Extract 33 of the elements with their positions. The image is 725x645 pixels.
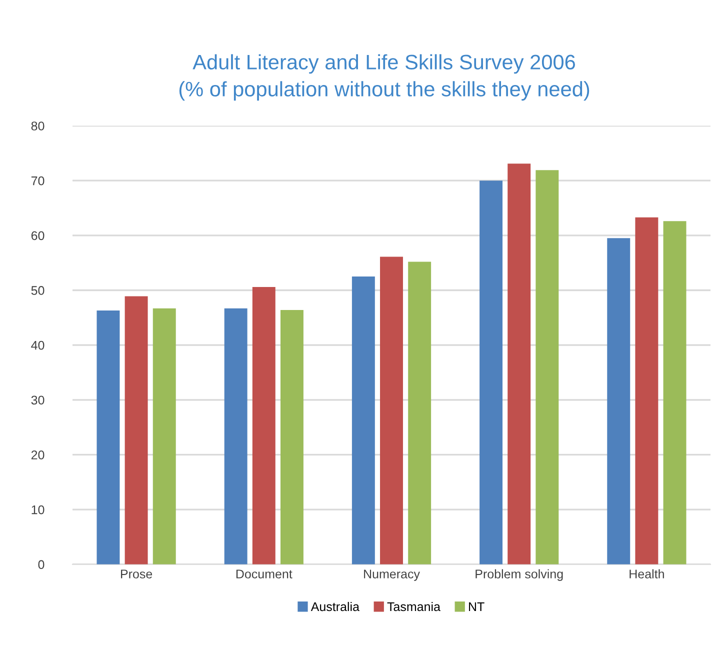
bar bbox=[536, 170, 559, 564]
bar bbox=[635, 217, 658, 564]
bar bbox=[252, 286, 276, 564]
bar bbox=[480, 180, 503, 564]
y-tick-label: 20 bbox=[31, 450, 44, 460]
x-tick-label: Document bbox=[236, 570, 292, 578]
y-tick-label: 10 bbox=[32, 505, 44, 514]
bar bbox=[352, 276, 375, 564]
y-tick-label: 40 bbox=[31, 340, 44, 350]
x-tick-label: Problem solving bbox=[476, 569, 563, 581]
y-tick-label: 30 bbox=[31, 396, 44, 405]
legend-label: Australia bbox=[310, 602, 360, 612]
x-tick-label: Health bbox=[630, 569, 664, 578]
y-tick-label: 70 bbox=[31, 176, 44, 186]
bar bbox=[96, 310, 120, 564]
bar bbox=[408, 262, 432, 564]
y-tick-label: 0 bbox=[38, 560, 44, 570]
bar bbox=[224, 308, 248, 564]
chart-title: Adult Literacy and Life Skills Survey 2006 (% of population without the skills they need) bbox=[179, 54, 590, 101]
bar bbox=[280, 310, 304, 564]
x-tick-label: Prose bbox=[121, 570, 152, 578]
bar bbox=[663, 221, 686, 564]
legend-label: NT bbox=[469, 602, 484, 611]
y-tick-label: 60 bbox=[31, 231, 44, 240]
bar bbox=[152, 308, 176, 564]
legend-label: Tasmania bbox=[387, 602, 440, 612]
bar bbox=[124, 296, 148, 564]
y-tick-label: 80 bbox=[31, 122, 44, 130]
bar bbox=[607, 238, 630, 564]
x-tick-label: Numeracy bbox=[364, 570, 420, 581]
bar bbox=[508, 164, 531, 564]
y-tick-label: 50 bbox=[31, 286, 44, 295]
bar bbox=[380, 256, 403, 564]
